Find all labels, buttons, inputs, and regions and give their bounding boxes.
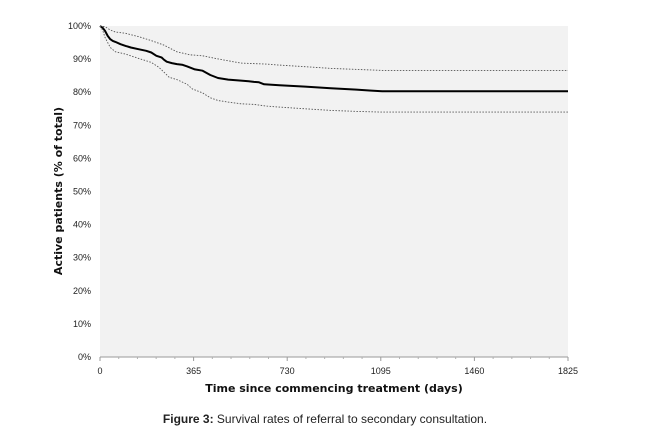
y-tick-label: 50% [73,187,91,197]
y-tick-label: 90% [73,54,91,64]
plot-area [100,26,568,357]
upper-bound-line [99,25,568,71]
x-tick-label: 0 [97,366,102,376]
y-axis-title: Active patients (% of total) [52,107,65,275]
x-axis-title: Time since commencing treatment (days) [205,382,463,395]
x-tick-label: 365 [186,366,201,376]
x-tick-label: 730 [280,366,295,376]
y-axis-tick-labels: 0% 10% 20% 30% 40% 50% 60% 70% 80% 90% 100% [68,21,91,362]
y-tick-label: 60% [73,153,91,163]
survival-estimate-line [99,25,568,93]
y-tick-label: 30% [73,253,91,263]
y-tick-label: 70% [73,120,91,130]
figure-caption-label: Figure 3: [162,412,214,426]
x-tick-label: 1095 [371,366,391,376]
series-lines [99,25,568,113]
y-tick-label: 100% [68,21,91,31]
y-tick-label: 40% [73,220,91,230]
survival-chart: 0 365 730 1095 1460 1825 0% 10% 20% 30% 40% 50% 60%… [52,21,578,395]
y-tick-label: 0% [78,352,91,362]
y-tick-label: 80% [73,87,91,97]
lower-bound-line [99,25,568,113]
x-tick-label: 1460 [464,366,484,376]
x-tick-label: 1825 [558,366,578,376]
y-tick-label: 10% [73,319,91,329]
figure-caption: Figure 3: Survival rates of referral to … [0,412,650,426]
x-axis-tick-labels: 0 365 730 1095 1460 1825 [97,366,578,376]
y-tick-label: 20% [73,286,91,296]
x-axis-ticks [99,357,569,361]
figure-caption-text: Survival rates of referral to secondary … [213,412,488,426]
